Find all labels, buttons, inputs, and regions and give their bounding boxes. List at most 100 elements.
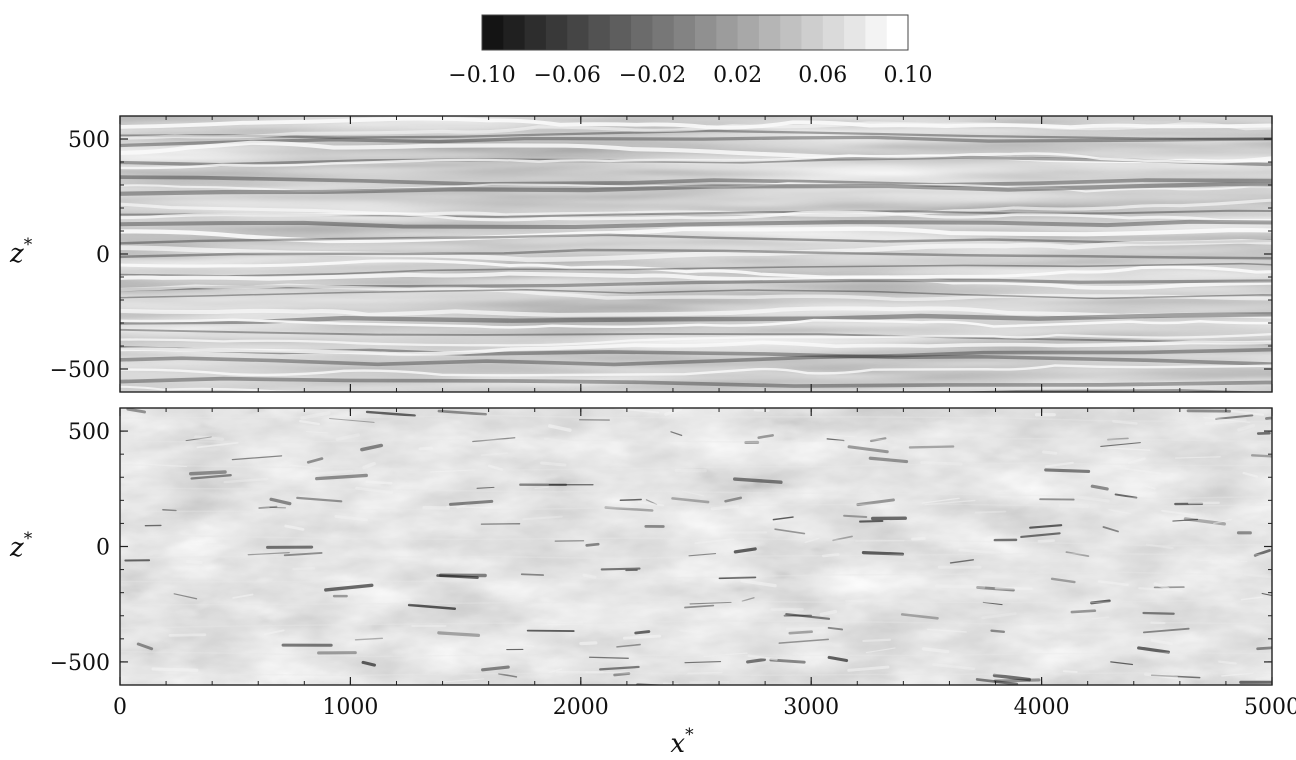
fluctuation	[292, 567, 316, 571]
fluctuation	[1044, 468, 1091, 473]
fluctuation	[688, 552, 717, 557]
fluctuation	[1090, 484, 1109, 491]
fluctuation	[949, 559, 974, 564]
panel-bottom: −500 0 500 z*	[9, 407, 1273, 686]
dark-streak	[120, 288, 1272, 300]
fluctuation	[975, 678, 1019, 685]
fluctuation	[694, 538, 735, 545]
colorbar-frame	[481, 14, 909, 51]
colorbar-level	[822, 15, 845, 50]
fluctuation	[499, 642, 535, 647]
y-tick-label: 500	[68, 128, 110, 153]
fluctuation	[613, 408, 660, 414]
fluctuation	[579, 641, 598, 646]
fluctuation	[362, 461, 376, 470]
fluctuation	[1102, 526, 1119, 533]
fluctuation	[1020, 532, 1061, 539]
colorbar-level	[545, 15, 568, 50]
fluctuation	[299, 420, 320, 426]
fluctuation	[682, 490, 705, 497]
fluctuation	[1114, 493, 1138, 499]
fluctuation	[476, 486, 495, 489]
panel-top-ylabel: z*	[9, 235, 33, 269]
fluctuation	[868, 456, 909, 464]
colorbar-level	[482, 15, 504, 50]
fluctuation	[992, 673, 1031, 682]
fluctuation	[315, 473, 368, 481]
fluctuation	[520, 573, 545, 576]
fluctuation	[599, 665, 640, 671]
streak	[120, 259, 1272, 279]
colorbar-level	[631, 15, 653, 50]
fluctuation	[1045, 461, 1074, 468]
fluctuation	[1261, 592, 1272, 597]
fluctuation	[300, 411, 331, 420]
panel-bottom-streaks	[120, 408, 1272, 685]
fluctuation	[263, 629, 285, 636]
x-tick-labels: 0 1000 2000 3000 4000 5000	[113, 695, 1296, 720]
fluctuation	[335, 433, 360, 442]
fluctuation	[997, 488, 1032, 493]
dark-streak	[120, 376, 1272, 388]
fluctuation	[845, 599, 865, 603]
colorbar-tick-label: 0.06	[798, 63, 847, 88]
fluctuation	[1231, 409, 1265, 416]
fluctuation	[303, 469, 354, 476]
x-tick-label: 5000	[1244, 695, 1296, 720]
fluctuation	[847, 445, 889, 454]
fluctuation	[1142, 611, 1175, 615]
faint-streak	[120, 534, 1272, 547]
fluctuation	[1144, 672, 1179, 680]
fluctuation	[921, 647, 950, 654]
fluctuation	[151, 667, 199, 672]
fluctuation	[671, 497, 710, 504]
fluctuation	[826, 438, 845, 442]
fluctuation	[283, 551, 323, 557]
streak	[120, 152, 1272, 170]
fluctuation	[1199, 559, 1248, 562]
panel-top-streaks	[120, 116, 1272, 392]
fluctuation	[296, 496, 343, 503]
streak	[120, 198, 1272, 218]
faint-streak	[120, 552, 1272, 560]
x-tick-label: 4000	[1014, 695, 1070, 720]
fluctuation	[187, 541, 217, 545]
fluctuation	[1221, 672, 1254, 677]
fluctuation	[863, 571, 884, 578]
fluctuation	[753, 409, 770, 412]
fluctuation	[900, 613, 939, 620]
fluctuation	[1091, 616, 1110, 620]
fluctuation	[619, 498, 642, 502]
fluctuation	[498, 673, 518, 678]
colorbar-level	[673, 15, 696, 50]
fluctuation	[870, 437, 887, 443]
y-tick-label: −500	[50, 358, 110, 383]
fluctuation	[1142, 627, 1190, 634]
colorbar-level	[886, 15, 909, 50]
fluctuation	[862, 638, 892, 643]
fluctuation	[540, 461, 567, 467]
fluctuation	[126, 408, 146, 414]
fluctuation	[824, 434, 857, 438]
fluctuation	[856, 498, 895, 507]
fluctuation	[981, 612, 1017, 620]
streak	[120, 364, 1272, 377]
colorbar-level	[524, 15, 547, 50]
fluctuation	[354, 637, 384, 641]
fluctuation	[861, 551, 905, 556]
fluctuation	[1137, 646, 1171, 654]
fluctuation	[231, 455, 283, 461]
fluctuation	[974, 510, 1007, 514]
fluctuation	[733, 547, 757, 554]
colorbar-tick-labels: −0.10 −0.06 −0.02 0.02 0.06 0.10	[448, 63, 932, 88]
fluctuation	[1150, 639, 1173, 646]
fluctuation	[1037, 539, 1055, 543]
fluctuation	[168, 633, 207, 637]
faint-streak	[120, 462, 1272, 472]
fluctuation	[361, 660, 376, 667]
fluctuation	[741, 597, 755, 602]
dark-streak	[120, 135, 1272, 148]
colorbar	[481, 14, 909, 51]
fluctuation	[284, 524, 305, 531]
streak	[120, 283, 1272, 302]
